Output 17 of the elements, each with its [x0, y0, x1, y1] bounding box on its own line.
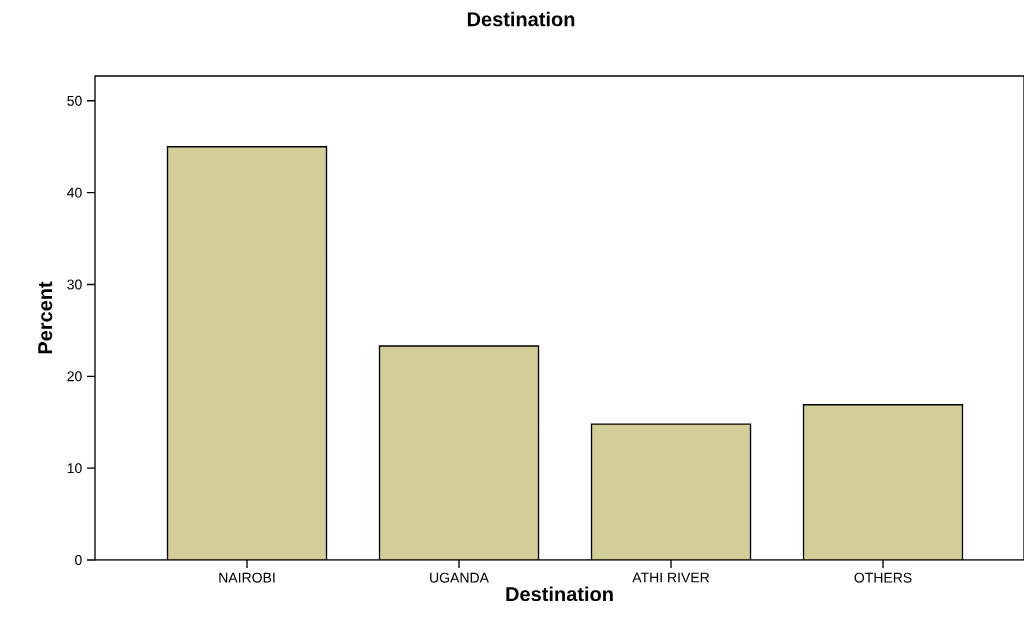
y-tick-label: 50	[67, 95, 82, 106]
bar	[166, 146, 328, 560]
bar	[802, 404, 964, 560]
y-tick-label: 0	[75, 555, 82, 565]
bar	[379, 346, 539, 560]
x-tick-label: NAIROBI	[219, 572, 275, 583]
x-tick-label: OTHERS	[854, 572, 912, 583]
y-axis-title: Percent	[38, 281, 53, 354]
x-tick-label: UGANDA	[430, 572, 489, 583]
y-tick-label: 20	[67, 371, 82, 382]
x-axis-title: Destination	[506, 586, 613, 602]
y-tick-label: 40	[67, 187, 82, 198]
y-tick-label: 10	[67, 463, 82, 474]
bar	[590, 423, 752, 560]
y-tick-label: 30	[67, 279, 82, 290]
chart-title: Destination	[467, 11, 575, 27]
x-tick-label: ATHI RIVER	[632, 572, 710, 583]
